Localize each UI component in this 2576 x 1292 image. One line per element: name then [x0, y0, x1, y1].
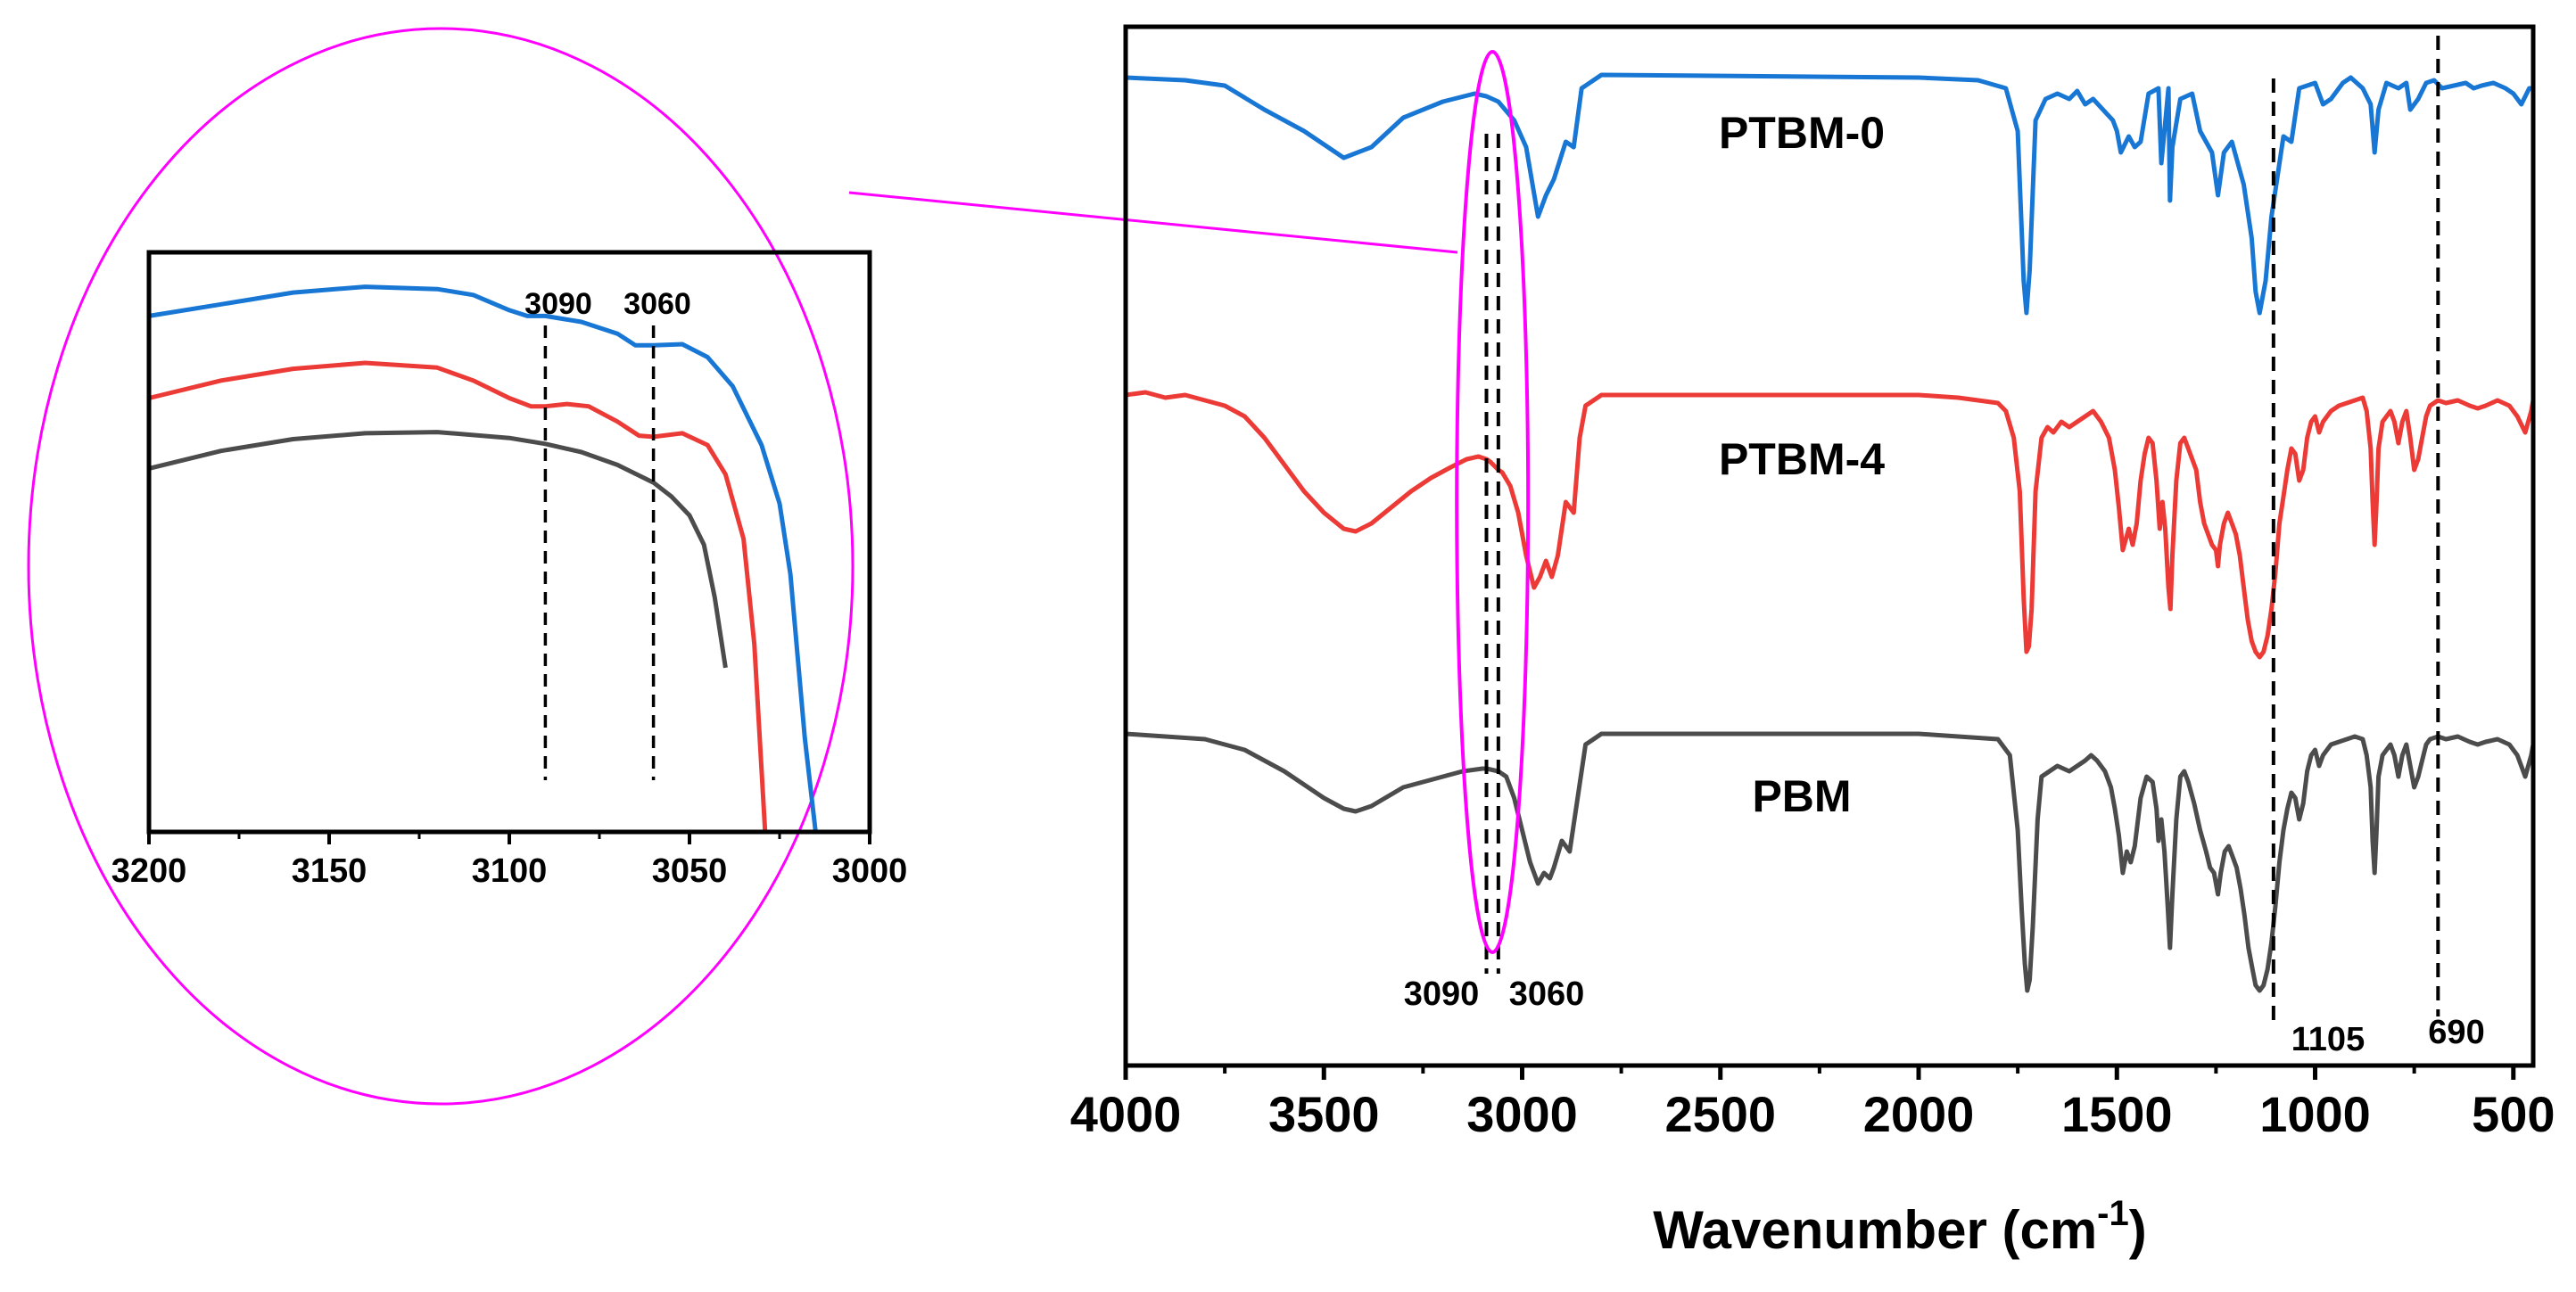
main-x-tick-label-1500: 1500 [2061, 1086, 2173, 1142]
x-axis-title-close: ) [2129, 1200, 2147, 1260]
highlight-ellipse [1455, 50, 1531, 954]
annotation-label-1105: 1105 [2291, 1021, 2365, 1058]
main-x-tick-label-1000: 1000 [2259, 1086, 2371, 1142]
inset-series-line-ptbm-4 [148, 360, 768, 833]
main-x-axis: 4000 3500 3000 2500 2000 1500 1000 500 [1070, 1066, 2555, 1142]
annotation-label-690: 690 [2428, 1014, 2484, 1051]
inset-x-tick-label-3000: 3000 [832, 852, 908, 890]
main-x-tick-label-4000: 4000 [1070, 1086, 1182, 1142]
main-ftir-chart: 4000 3500 3000 2500 2000 1500 1000 500 PTBM-0 P… [1070, 24, 2555, 1260]
annotation-label-3090: 3090 [1404, 975, 1480, 1013]
series-label-pbm: PBM [1752, 771, 1851, 821]
x-axis-title-superscript: -1 [2097, 1194, 2129, 1233]
inset-x-tick-label-3200: 3200 [111, 852, 187, 890]
main-series-group [1125, 72, 2536, 993]
main-x-tick-label-2000: 2000 [1863, 1086, 1975, 1142]
series-label-ptbm-4: PTBM-4 [1719, 434, 1885, 484]
inset-reference-lines [543, 325, 656, 780]
inset-series-line-pbm [148, 430, 728, 669]
inset-series-line-ptbm-0 [148, 284, 818, 833]
inset-x-axis: 3200 3150 3100 3050 3000 [111, 832, 908, 890]
zoom-connector-line [848, 191, 1458, 254]
inset-annotation-label-3060: 3060 [623, 287, 691, 321]
inset-zoom-chart: 3200 3150 3100 3050 3000 3090 3060 [111, 250, 908, 890]
main-series-line-ptbm-0 [1125, 72, 2533, 316]
inset-x-tick-label-3150: 3150 [292, 852, 367, 890]
inset-series-group [148, 284, 818, 833]
inset-annotation-label-3090: 3090 [524, 287, 592, 321]
main-series-line-pbm [1125, 731, 2536, 993]
main-reference-lines [1484, 36, 2440, 1025]
main-series-line-ptbm-4 [1125, 390, 2536, 660]
x-axis-title: Wavenumber (cm-1) [1653, 1194, 2146, 1260]
main-x-tick-label-500: 500 [2472, 1086, 2555, 1142]
main-plot-frame [1123, 24, 2536, 1068]
inset-x-tick-label-3050: 3050 [652, 852, 728, 890]
x-axis-title-main: Wavenumber (cm [1653, 1200, 2097, 1260]
main-x-tick-label-2500: 2500 [1664, 1086, 1776, 1142]
main-x-tick-label-3500: 3500 [1268, 1086, 1380, 1142]
main-x-tick-label-3000: 3000 [1466, 1086, 1578, 1142]
inset-x-tick-label-3100: 3100 [472, 852, 548, 890]
annotation-label-3060: 3060 [1509, 975, 1585, 1013]
zoom-magnifier-ellipse [27, 27, 855, 1106]
series-label-ptbm-0: PTBM-0 [1719, 108, 1885, 158]
